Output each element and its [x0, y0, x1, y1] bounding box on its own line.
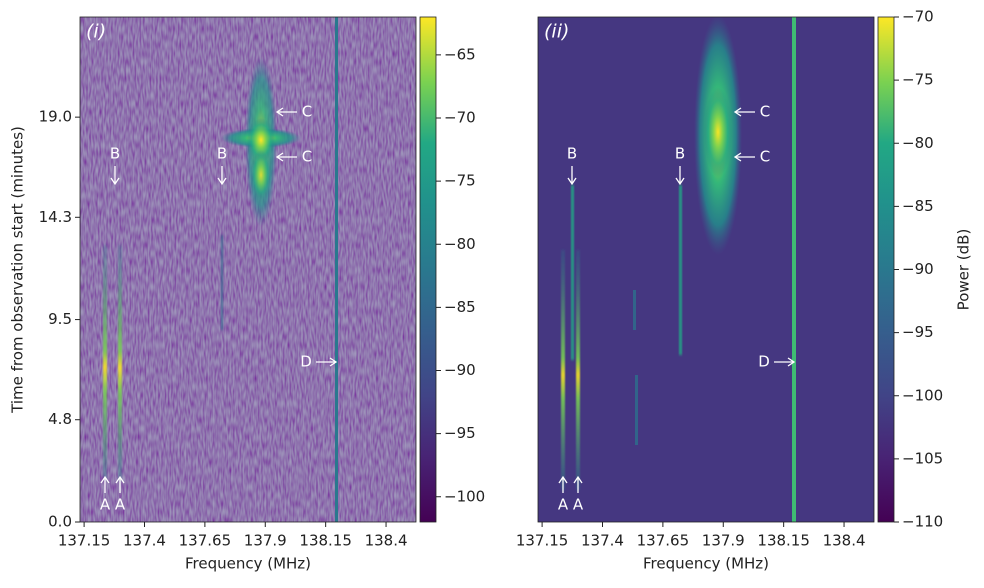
x-tick-label: 137.65: [179, 532, 232, 550]
annotation: D: [300, 353, 312, 371]
annotation: C: [302, 103, 312, 121]
colorbar-tick-label: −100: [444, 487, 485, 505]
annotation: B: [675, 145, 685, 163]
colorbar-tick-label: −80: [444, 235, 476, 253]
colorbar-tick-label: −75: [444, 172, 476, 190]
annotation: C: [302, 148, 312, 166]
colorbar-tick-label: −65: [444, 45, 476, 63]
x-tick-label: 138.15: [757, 532, 810, 550]
y-tick-label: 9.5: [48, 310, 72, 328]
spectrogram-image: [80, 17, 416, 522]
x-tick-label: 137.9: [702, 532, 745, 550]
colorbar-tick-label: −70: [444, 109, 476, 127]
annotation-arrow: [115, 475, 125, 493]
plot-frame: [79, 16, 417, 523]
colorbar-tick-label: −80: [902, 134, 934, 152]
x-tick-label: 137.15: [516, 532, 569, 550]
annotation: C: [760, 103, 770, 121]
x-tick-label: 138.15: [299, 532, 352, 550]
colorbar: [419, 16, 437, 523]
colorbar-tick-label: −75: [902, 71, 934, 89]
y-tick-label: 19.0: [39, 108, 72, 126]
annotation-arrow: [733, 152, 755, 162]
annotation: B: [567, 145, 577, 163]
annotation-arrow: [567, 166, 577, 186]
annotation-arrow: [217, 166, 227, 186]
y-tick-label: 0.0: [48, 513, 72, 531]
colorbar: [877, 16, 895, 523]
spectrogram-image: [538, 17, 874, 522]
annotation: A: [558, 496, 569, 514]
annotation-arrow: [100, 475, 110, 493]
annotation-arrow: [573, 475, 583, 493]
colorbar-tick-label: −90: [902, 260, 934, 278]
colorbar-tick-label: −70: [902, 8, 934, 26]
x-tick-label: 137.4: [581, 532, 624, 550]
y-tick-label: 14.3: [39, 208, 72, 226]
annotation-arrow: [558, 475, 568, 493]
colorbar-tick-label: −90: [444, 361, 476, 379]
colorbar-tick-label: −85: [902, 197, 934, 215]
colorbar-label: Power (dB): [955, 229, 973, 311]
annotation-arrow: [774, 357, 796, 367]
annotation: D: [758, 353, 770, 371]
plot-frame: [537, 16, 875, 523]
annotation: B: [217, 145, 227, 163]
annotation-arrow: [316, 357, 338, 367]
x-tick-label: 137.65: [637, 532, 690, 550]
x-axis-label: Frequency (MHz): [643, 555, 769, 573]
colorbar-tick-label: −95: [444, 424, 476, 442]
x-axis-label: Frequency (MHz): [185, 555, 311, 573]
annotation-arrow: [733, 107, 755, 117]
x-tick-label: 137.15: [58, 532, 111, 550]
annotation-arrow: [275, 152, 297, 162]
colorbar-tick-label: −85: [444, 298, 476, 316]
annotation: A: [100, 496, 111, 514]
colorbar-tick-label: −100: [902, 386, 943, 404]
x-tick-label: 137.4: [123, 532, 166, 550]
annotation-arrow: [110, 166, 120, 186]
panel-label: (i): [86, 21, 106, 43]
x-tick-label: 137.9: [244, 532, 287, 550]
colorbar-tick-label: −110: [902, 513, 943, 531]
colorbar-tick-label: −95: [902, 323, 934, 341]
annotation: A: [573, 496, 584, 514]
panel-label: (ii): [544, 21, 569, 43]
x-tick-label: 138.4: [365, 532, 408, 550]
colorbar-tick-label: −105: [902, 449, 943, 467]
annotation: C: [760, 148, 770, 166]
annotation: B: [110, 145, 120, 163]
annotation-arrow: [275, 107, 297, 117]
x-tick-label: 138.4: [823, 532, 866, 550]
y-axis-label: Time from observation start (minutes): [9, 126, 27, 414]
annotation-arrow: [675, 166, 685, 186]
annotation: A: [115, 496, 126, 514]
y-tick-label: 4.8: [48, 410, 72, 428]
